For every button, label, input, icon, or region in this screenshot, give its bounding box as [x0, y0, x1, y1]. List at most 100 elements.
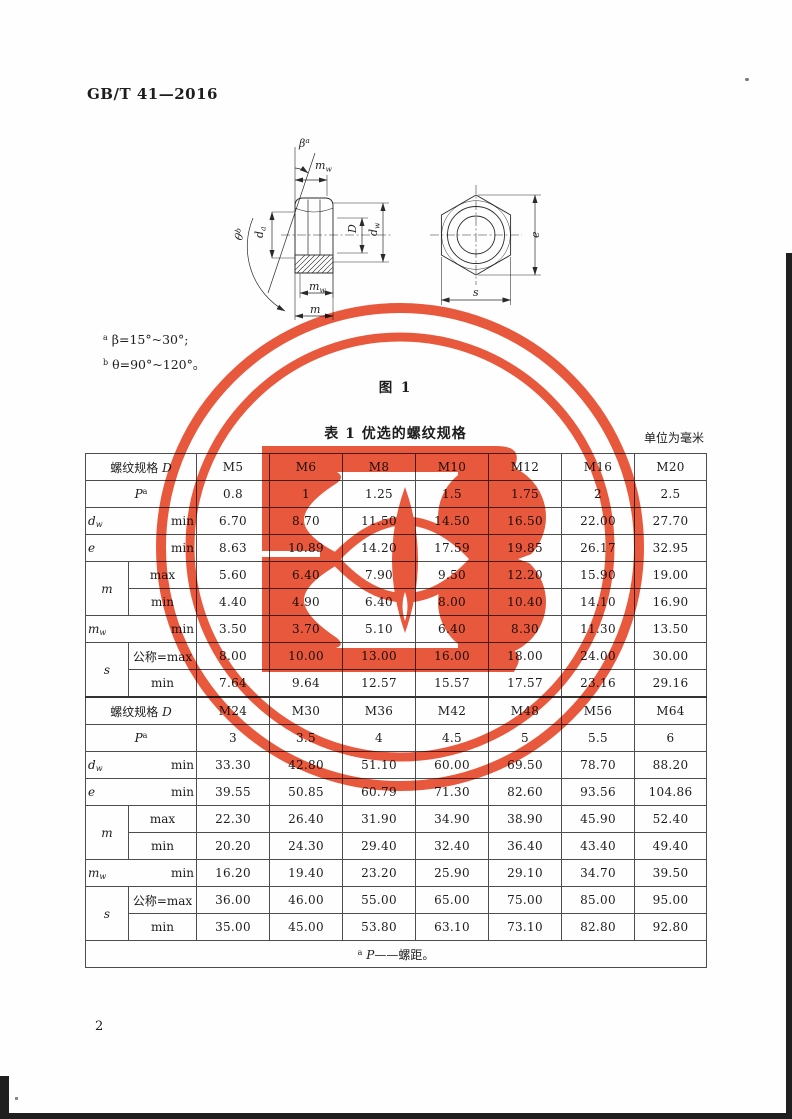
value-cell: M64 [634, 696, 707, 725]
value-cell: 65.00 [415, 886, 489, 914]
row-header-mw: mw min [85, 615, 197, 643]
table-row-m-max: m max 22.30 26.40 31.90 34.90 38.90 45.9… [85, 805, 707, 860]
table-row-dw: dw min 6.70 8.70 11.50 14.50 16.50 22.00 … [85, 507, 707, 535]
value-cell: 104.86 [634, 778, 707, 806]
value-cell: 1.75 [488, 480, 562, 508]
value-cell: 45.90 [561, 805, 635, 833]
value-cell: 46.00 [269, 886, 343, 914]
value-cell: 7.90 [342, 561, 416, 589]
value-cell: M42 [415, 696, 489, 725]
hex-nut-drawing: βa mw da θb D dw mw m e s [231, 136, 542, 320]
table-caption-row: 表 1 优选的螺纹规格 单位为毫米 [85, 423, 706, 445]
value-cell: M16 [561, 453, 635, 481]
value-cell: 4.40 [196, 588, 270, 616]
value-cell: 6 [634, 724, 707, 752]
value-cell: 17.57 [488, 669, 562, 698]
limit-cell: min [128, 832, 197, 860]
value-cell: 63.10 [415, 913, 489, 941]
limit-cell: max [128, 805, 197, 833]
value-cell: 29.16 [634, 669, 707, 698]
value-cell: 2 [561, 480, 635, 508]
value-cell: 93.56 [561, 778, 635, 806]
value-cell: 42.80 [269, 751, 343, 779]
beta-label: βa [298, 136, 310, 150]
value-cell: 55.00 [342, 886, 416, 914]
dw-label: dw [367, 222, 382, 236]
value-cell: M36 [342, 696, 416, 725]
value-cell: 53.80 [342, 913, 416, 941]
value-cell: 6.40 [269, 561, 343, 589]
value-cell: 8.70 [269, 507, 343, 535]
unit-note: 单位为毫米 [643, 431, 704, 445]
value-cell: 95.00 [634, 886, 707, 914]
value-cell: 17.59 [415, 534, 489, 562]
value-cell: 8.63 [196, 534, 270, 562]
row-header-pitch: Pa [85, 480, 197, 508]
row-header-spec: 螺纹规格 D [85, 696, 197, 725]
value-cell: 33.30 [196, 751, 270, 779]
value-cell: 4.5 [415, 724, 489, 752]
value-cell: 3 [196, 724, 270, 752]
value-cell: 4.90 [269, 588, 343, 616]
row-header-pitch: Pa [85, 724, 197, 752]
value-cell: 24.30 [269, 832, 343, 860]
row-header-dw: dw min [85, 751, 197, 779]
spec-table: 螺纹规格 D M5 M6 M8 M10 M12 M16 M20 Pa 0.8 1… [85, 453, 707, 968]
value-cell: 8.00 [196, 642, 270, 670]
limit-cell: min [128, 588, 197, 616]
value-cell: 36.40 [488, 832, 562, 860]
value-cell: 50.85 [269, 778, 343, 806]
value-cell: M8 [342, 453, 416, 481]
scan-edge-corner [0, 1076, 9, 1119]
row-header-spec: 螺纹规格 D [85, 453, 197, 481]
value-cell: 15.90 [561, 561, 635, 589]
scan-speck [745, 78, 749, 81]
value-cell: 73.10 [488, 913, 562, 941]
row-header-s: s [85, 886, 129, 941]
value-cell: 39.50 [634, 859, 707, 887]
value-cell: 14.10 [561, 588, 635, 616]
table-row-dw: dw min 33.30 42.80 51.10 60.00 69.50 78.7… [85, 751, 707, 779]
value-cell: 19.00 [634, 561, 707, 589]
value-cell: 31.90 [342, 805, 416, 833]
value-cell: 78.70 [561, 751, 635, 779]
value-cell: 8.00 [415, 588, 489, 616]
value-cell: 0.8 [196, 480, 270, 508]
value-cell: 52.40 [634, 805, 707, 833]
value-cell: 45.00 [269, 913, 343, 941]
value-cell: 6.70 [196, 507, 270, 535]
table-row-m-min: min 4.40 4.90 6.40 8.00 10.40 14.10 16.9… [86, 588, 707, 616]
table-row-mw: mw min 16.20 19.40 23.20 25.90 29.10 34.7… [85, 859, 707, 887]
mw-bottom-label: mw [309, 280, 326, 295]
value-cell: 19.40 [269, 859, 343, 887]
value-cell: 16.00 [415, 642, 489, 670]
value-cell: 6.40 [415, 615, 489, 643]
value-cell: 3.5 [269, 724, 343, 752]
value-cell: 32.95 [634, 534, 707, 562]
value-cell: 5.5 [561, 724, 635, 752]
limit-cell: min [128, 913, 197, 941]
value-cell: 5.60 [196, 561, 270, 589]
value-cell: 23.16 [561, 669, 635, 698]
table-row-mw: mw min 3.50 3.70 5.10 6.40 8.30 11.30 13.… [85, 615, 707, 643]
standard-code: GB/T 41—2016 [87, 85, 218, 103]
value-cell: 39.55 [196, 778, 270, 806]
value-cell: 6.40 [342, 588, 416, 616]
value-cell: 30.00 [634, 642, 707, 670]
limit-cell: max [128, 561, 197, 589]
value-cell: 16.50 [488, 507, 562, 535]
value-cell: 85.00 [561, 886, 635, 914]
value-cell: 12.57 [342, 669, 416, 698]
value-cell: 13.00 [342, 642, 416, 670]
value-cell: 60.00 [415, 751, 489, 779]
theta-label: θb [231, 227, 248, 242]
value-cell: 69.50 [488, 751, 562, 779]
value-cell: 1.25 [342, 480, 416, 508]
value-cell: 19.85 [488, 534, 562, 562]
value-cell: 35.00 [196, 913, 270, 941]
value-cell: M20 [634, 453, 707, 481]
value-cell: M24 [196, 696, 270, 725]
value-cell: 10.00 [269, 642, 343, 670]
row-header-e: e min [85, 534, 197, 562]
